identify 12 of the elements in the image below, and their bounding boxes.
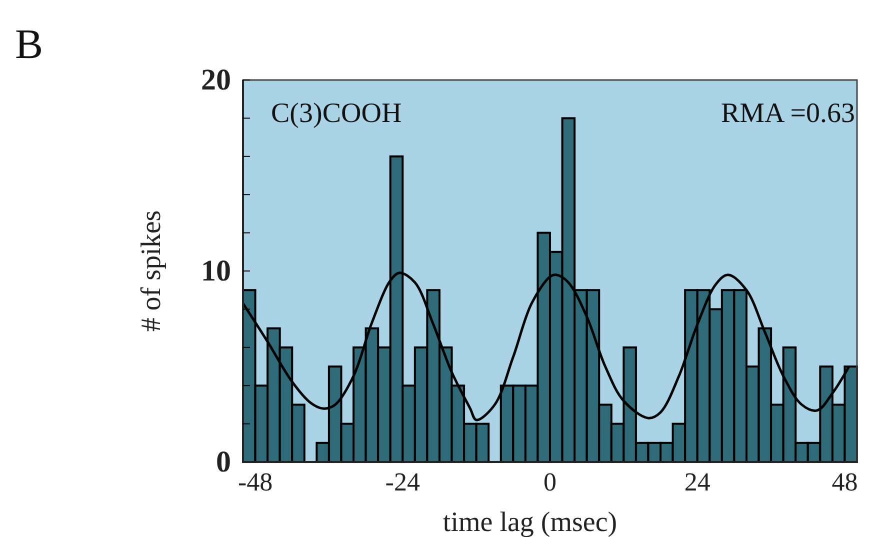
x-tick-label: 0: [544, 467, 556, 496]
x-tick-label: 24: [684, 467, 710, 496]
x-axis-title: time lag (msec): [442, 507, 618, 537]
x-tick-label: -48: [238, 467, 273, 496]
y-tick-label: 20: [201, 64, 231, 97]
annotation: RMA =0.63: [720, 98, 855, 129]
x-tick-label: -24: [385, 467, 420, 496]
y-axis-title: # of spikes: [136, 210, 167, 332]
x-tick-label: 48: [832, 467, 858, 496]
y-tick-label: 10: [201, 254, 231, 288]
text: B: [15, 22, 44, 68]
annotation: C(3)COOH: [271, 98, 402, 129]
